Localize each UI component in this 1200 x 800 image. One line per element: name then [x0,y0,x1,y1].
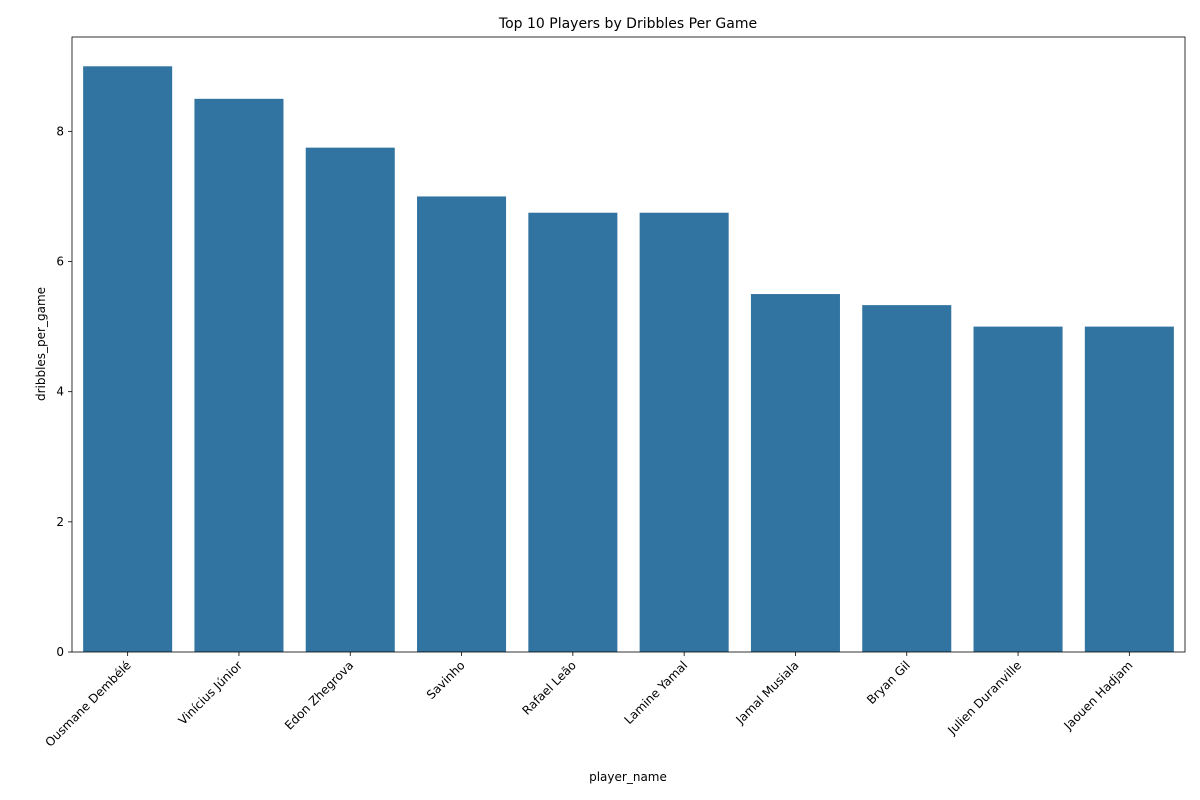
x-axis-label: player_name [589,770,667,784]
x-tick-label-2: Edon Zhegrova [282,658,356,732]
y-axis: 0 2 4 6 8 [56,124,72,659]
x-tick-label-0: Ousmane Dembélé [42,658,133,749]
chart-title: Top 10 Players by Dribbles Per Game [498,16,757,32]
bar-1 [194,98,284,653]
plot-frame [71,36,1186,653]
y-tick-label-2: 4 [56,385,64,399]
bar-8 [973,326,1063,652]
y-tick-label-1: 2 [56,515,64,529]
bar-9 [1084,326,1174,652]
bars-group [83,66,1174,653]
bar-6 [750,294,840,652]
bar-3 [417,196,507,652]
x-tick-label-8: Julien Duranville [944,658,1024,738]
bar-2 [305,147,395,652]
y-tick-label-0: 0 [56,645,64,659]
bar-4 [528,212,618,652]
x-tick-label-6: Jamal Musiala [733,658,802,727]
bar-0 [83,66,173,653]
x-tick-label-3: Savinho [424,658,468,702]
x-axis: Ousmane Dembélé Vinícius Júnior Edon Zhegr… [42,652,1135,750]
y-tick-label-3: 6 [56,255,64,269]
bar-7 [862,305,952,652]
x-tick-label-5: Lamine Yamal [621,658,690,727]
x-tick-label-9: Jaouen Hadjam [1061,658,1136,733]
bar-5 [639,212,729,652]
y-axis-label: dribbles_per_game [34,287,48,401]
y-tick-label-4: 8 [56,124,64,138]
x-tick-label-4: Rafael Leão [520,658,579,717]
x-tick-label-7: Bryan Gil [864,658,913,707]
x-tick-label-1: Vinícius Júnior [176,658,245,727]
